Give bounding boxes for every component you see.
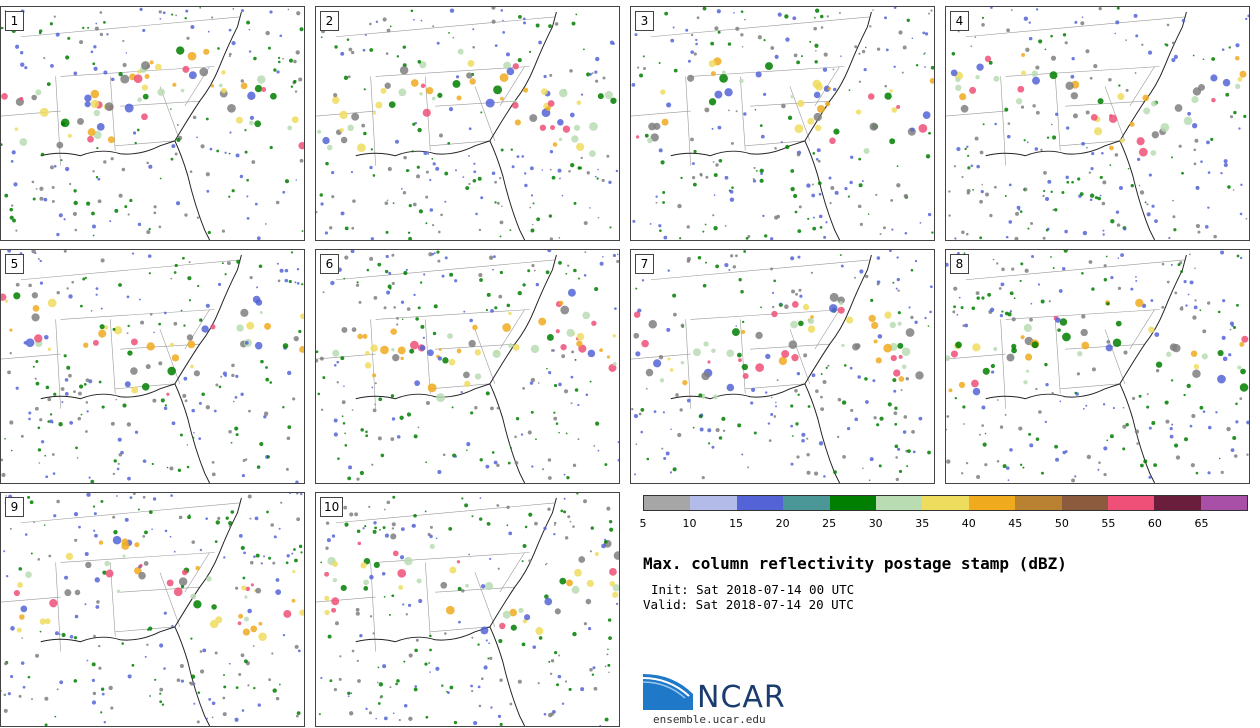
ncar-logo-icon [643, 674, 693, 710]
colorbar-segment [875, 496, 923, 510]
reflectivity-colorbar [643, 495, 1248, 511]
member-number: 10 [320, 497, 344, 517]
member-number: 1 [5, 11, 24, 31]
member-panel-8: 8 [945, 249, 1250, 484]
member-number: 5 [5, 254, 24, 274]
member-panel-6: 6 [315, 249, 620, 484]
reflectivity-map [1, 250, 304, 483]
valid-time: Valid: Sat 2018-07-14 20 UTC [643, 597, 854, 612]
reflectivity-map [1, 493, 304, 726]
member-panel-3: 3 [630, 6, 935, 241]
colorbar-tick-label: 50 [1054, 517, 1069, 530]
colorbar-tick-label: 65 [1194, 517, 1209, 530]
member-number: 8 [950, 254, 969, 274]
colorbar-segment [922, 496, 969, 510]
colorbar-tick-label: 20 [775, 517, 790, 530]
member-panel-2: 2 [315, 6, 620, 241]
member-panel-9: 9 [0, 492, 305, 727]
member-number: 6 [320, 254, 339, 274]
colorbar-segment [1061, 496, 1108, 510]
colorbar-segment [644, 496, 691, 510]
colorbar-segment [968, 496, 1016, 510]
member-panel-1: 1 [0, 6, 305, 241]
member-panel-4: 4 [945, 6, 1250, 241]
member-number: 2 [320, 11, 339, 31]
member-panel-10: 10 [315, 492, 620, 727]
colorbar-tick-label: 35 [915, 517, 930, 530]
reflectivity-map [316, 7, 619, 240]
colorbar-segment [736, 496, 784, 510]
colorbar-tick-label: 5 [639, 517, 647, 530]
member-number: 9 [5, 497, 24, 517]
reflectivity-map [1, 7, 304, 240]
plot-title: Max. column reflectivity postage stamp (… [643, 554, 1067, 573]
colorbar-segment [1015, 496, 1062, 510]
colorbar-segment [1107, 496, 1155, 510]
reflectivity-map [631, 7, 934, 240]
reflectivity-map [946, 7, 1249, 240]
colorbar-segment [829, 496, 876, 510]
init-time: Init: Sat 2018-07-14 00 UTC [651, 582, 855, 597]
colorbar-segment [1200, 496, 1248, 510]
member-panel-7: 7 [630, 249, 935, 484]
member-panel-5: 5 [0, 249, 305, 484]
reflectivity-map [631, 250, 933, 483]
colorbar-segment [690, 496, 737, 510]
reflectivity-map [946, 250, 1249, 483]
reflectivity-map [316, 250, 619, 483]
logo-wordmark: NCAR [697, 680, 786, 715]
colorbar-tick-label: 10 [682, 517, 697, 530]
colorbar-tick-label: 55 [1101, 517, 1116, 530]
colorbar-tick-label: 45 [1008, 517, 1023, 530]
colorbar-segment [783, 496, 830, 510]
colorbar-tick-label: 25 [822, 517, 837, 530]
colorbar-tick-label: 60 [1147, 517, 1162, 530]
site-url: ensemble.ucar.edu [653, 713, 766, 726]
member-number: 7 [635, 254, 654, 274]
colorbar-segment [1154, 496, 1201, 510]
member-number: 4 [950, 11, 969, 31]
colorbar-tick-label: 40 [961, 517, 976, 530]
colorbar-tick-label: 15 [729, 517, 744, 530]
member-number: 3 [635, 11, 654, 31]
colorbar-tick-label: 30 [868, 517, 883, 530]
reflectivity-map [316, 493, 619, 726]
